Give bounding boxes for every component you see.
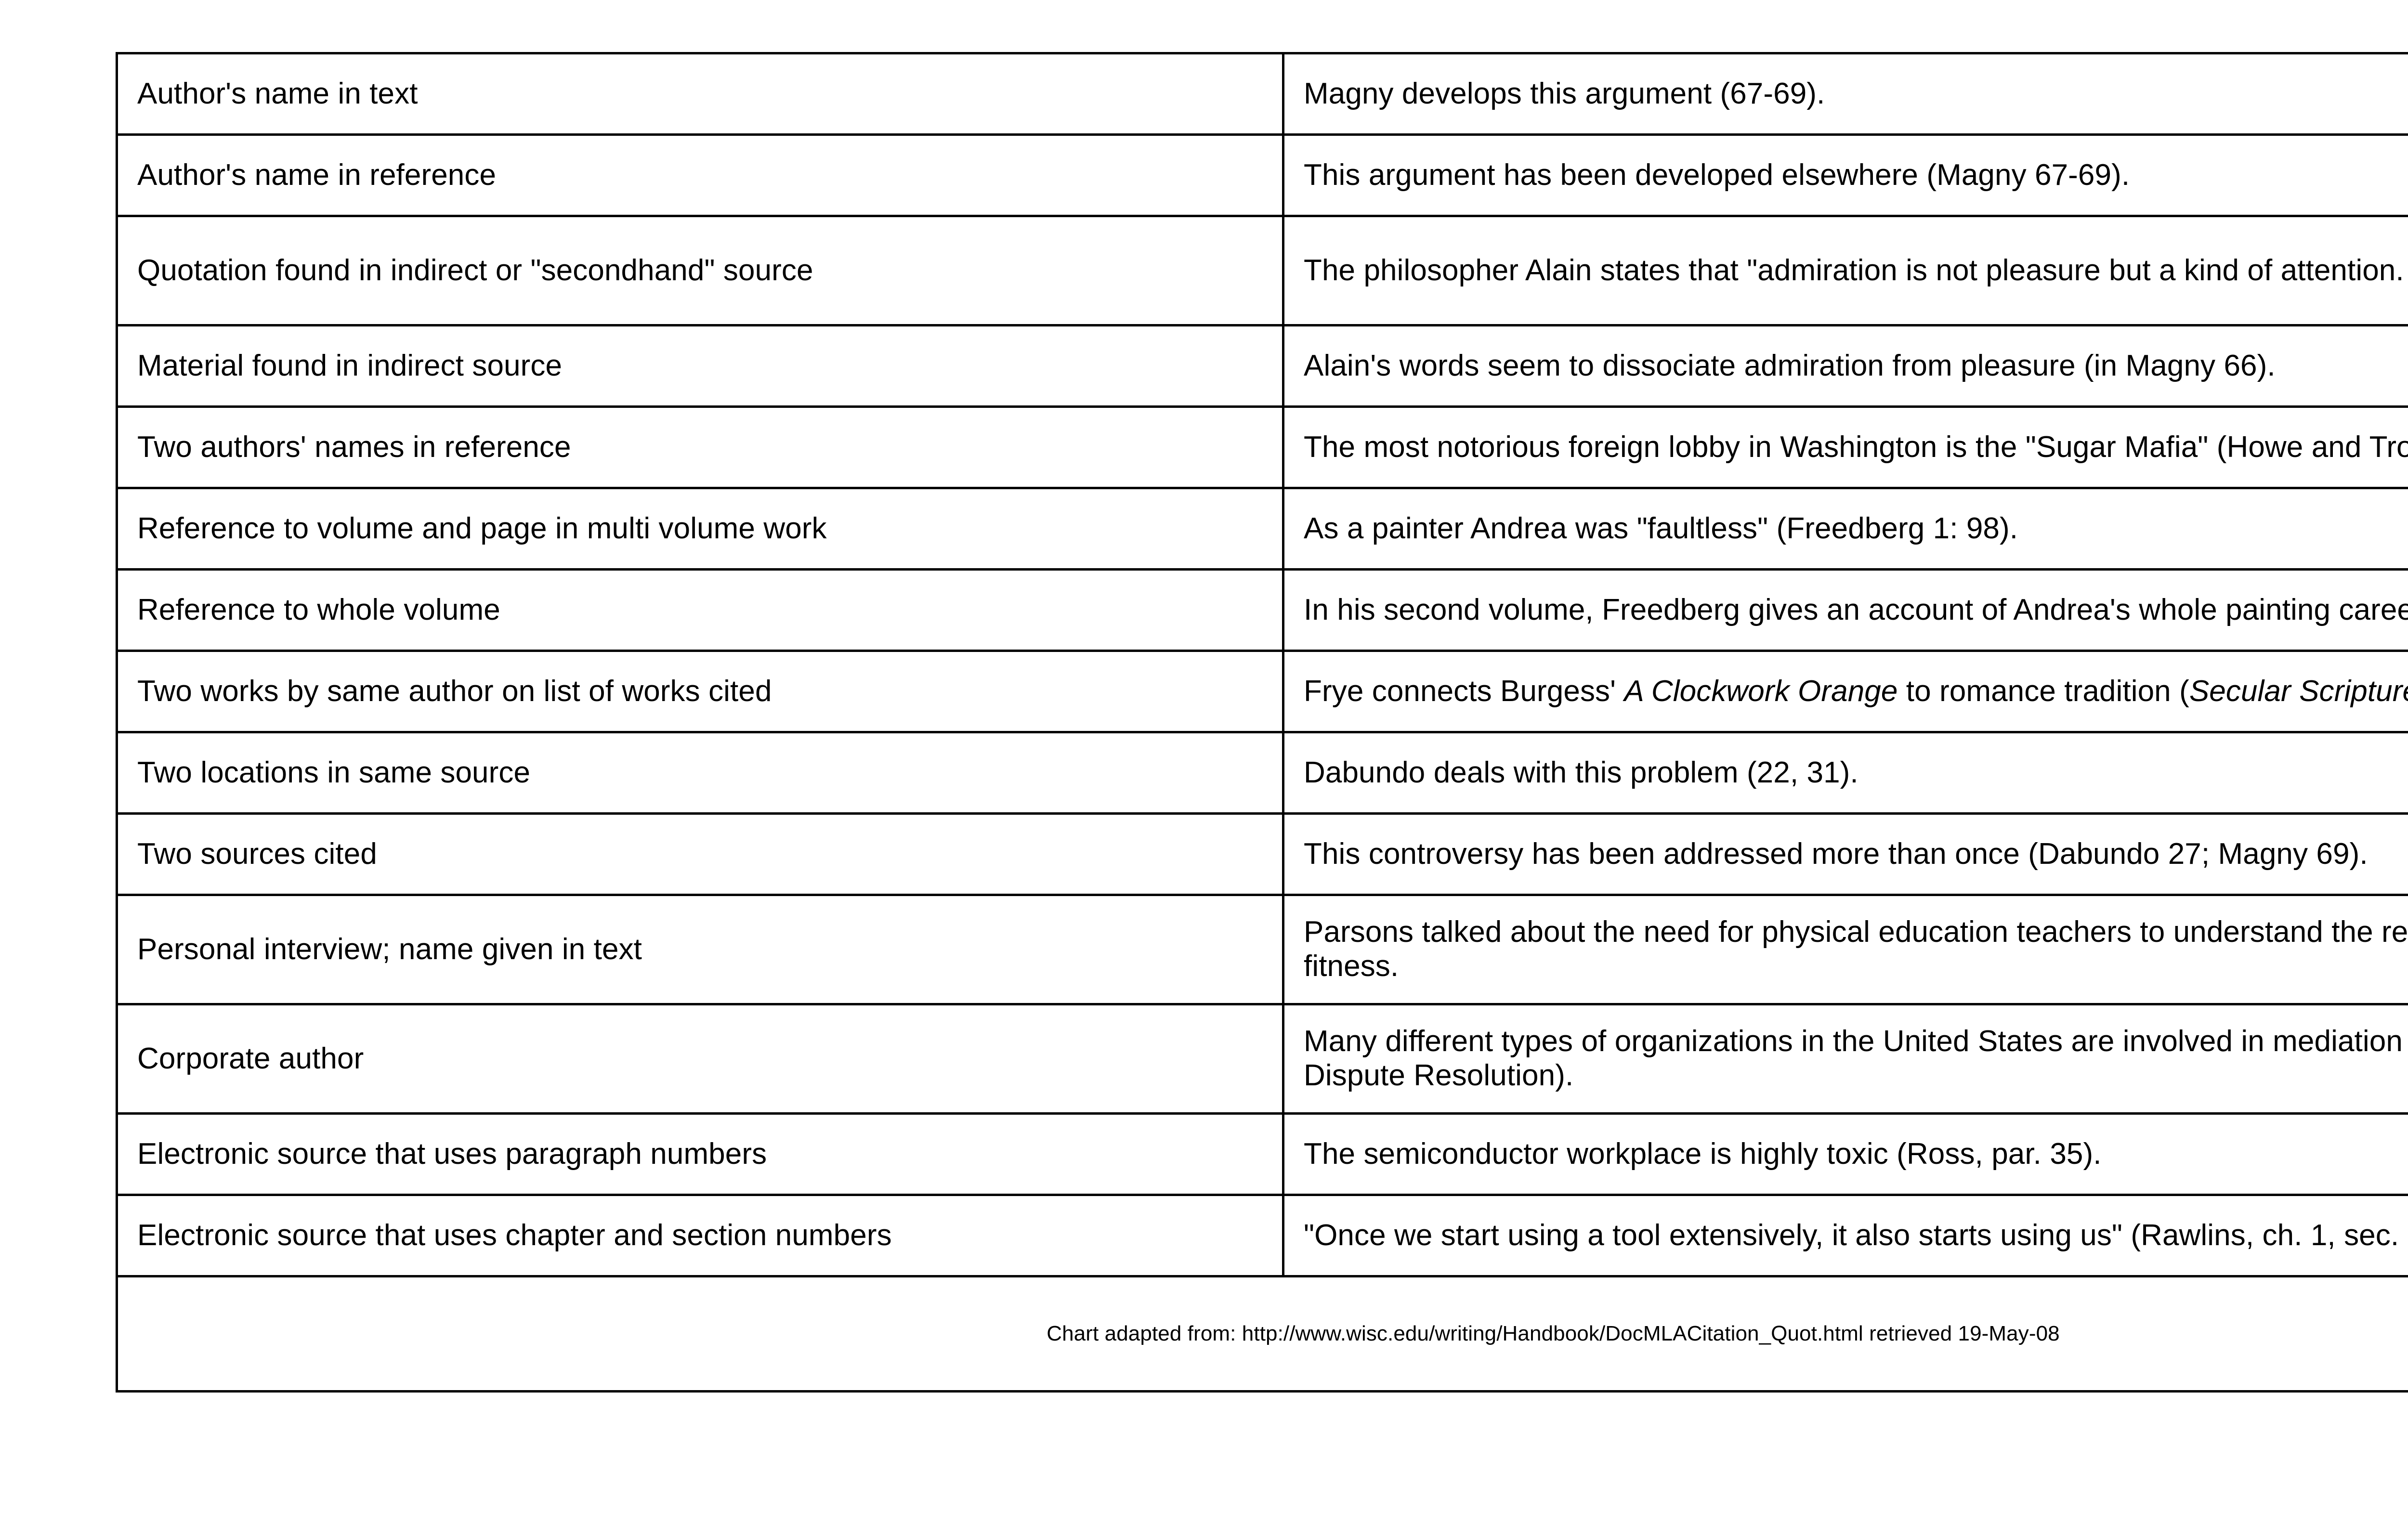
citation-example-cell: In his second volume, Freedberg gives an…: [1282, 568, 2408, 652]
mla-citation-chart: Author's name in text Magny develops this…: [116, 52, 2408, 1393]
citation-example-cell: Parsons talked about the need for physic…: [1282, 894, 2408, 1005]
citation-type-cell: Author's name in reference: [116, 133, 1284, 217]
citation-type-cell: Two sources cited: [116, 812, 1284, 896]
citation-type-cell: Personal interview; name given in text: [116, 894, 1284, 1005]
table-row: Personal interview; name given in text Pa…: [116, 894, 2408, 1005]
example-text-run: to romance tradition (: [1898, 674, 2189, 708]
table-row: Author's name in text Magny develops this…: [116, 52, 2408, 136]
table-row: Two authors' names in reference The most …: [116, 405, 2408, 489]
citation-example-cell: Dabundo deals with this problem (22, 31)…: [1282, 731, 2408, 815]
citation-type-cell: Reference to whole volume: [116, 568, 1284, 652]
chart-body: Author's name in text Magny develops this…: [116, 52, 2408, 1393]
citation-example-cell: The semiconductor workplace is highly to…: [1282, 1112, 2408, 1196]
citation-example-cell: Magny develops this argument (67-69).: [1282, 52, 2408, 136]
citation-example-cell: Frye connects Burgess' A Clockwork Orang…: [1282, 650, 2408, 733]
citation-type-cell: Material found in indirect source: [116, 324, 1284, 408]
table-row: Electronic source that uses paragraph nu…: [116, 1112, 2408, 1196]
work-title-italic: A Clockwork Orange: [1624, 674, 1898, 708]
table-row: Electronic source that uses chapter and …: [116, 1194, 2408, 1277]
table-row: Corporate author Many different types of …: [116, 1003, 2408, 1115]
citation-type-cell: Corporate author: [116, 1003, 1284, 1115]
table-row: Two locations in same source Dabundo deal…: [116, 731, 2408, 815]
citation-type-cell: Two locations in same source: [116, 731, 1284, 815]
citation-example-cell: Alain's words seem to dissociate admirat…: [1282, 324, 2408, 408]
table-row: Reference to whole volume In his second v…: [116, 568, 2408, 652]
table-row: Two works by same author on list of work…: [116, 650, 2408, 733]
table-row: Material found in indirect source Alain's…: [116, 324, 2408, 408]
citation-type-cell: Reference to volume and page in multi vo…: [116, 487, 1284, 571]
citation-example-cell: The philosopher Alain states that "admir…: [1282, 215, 2408, 326]
table-footer-row: Chart adapted from: http://www.wisc.edu/…: [116, 1275, 2408, 1393]
table-row: Reference to volume and page in multi vo…: [116, 487, 2408, 571]
table-row: Author's name in reference This argument …: [116, 133, 2408, 217]
citation-example-cell: As a painter Andrea was "faultless" (Fre…: [1282, 487, 2408, 571]
citation-example-cell: Many different types of organizations in…: [1282, 1003, 2408, 1115]
example-text-run: Frye connects Burgess': [1304, 674, 1624, 708]
table-row: Two sources cited This controversy has be…: [116, 812, 2408, 896]
citation-type-cell: Author's name in text: [116, 52, 1284, 136]
citation-type-cell: Electronic source that uses paragraph nu…: [116, 1112, 1284, 1196]
source-attribution: Chart adapted from: http://www.wisc.edu/…: [116, 1275, 2408, 1393]
citation-type-cell: Electronic source that uses chapter and …: [116, 1194, 1284, 1277]
citation-type-cell: Quotation found in indirect or "secondha…: [116, 215, 1284, 326]
citation-type-cell: Two authors' names in reference: [116, 405, 1284, 489]
table-row: Quotation found in indirect or "secondha…: [116, 215, 2408, 326]
citation-type-cell: Two works by same author on list of work…: [116, 650, 1284, 733]
citation-example-cell: This argument has been developed elsewhe…: [1282, 133, 2408, 217]
work-title-italic: Secular Scripture: [2189, 674, 2408, 708]
citation-example-cell: This controversy has been addressed more…: [1282, 812, 2408, 896]
citation-example-cell: "Once we start using a tool extensively,…: [1282, 1194, 2408, 1277]
citation-example-cell: The most notorious foreign lobby in Wash…: [1282, 405, 2408, 489]
